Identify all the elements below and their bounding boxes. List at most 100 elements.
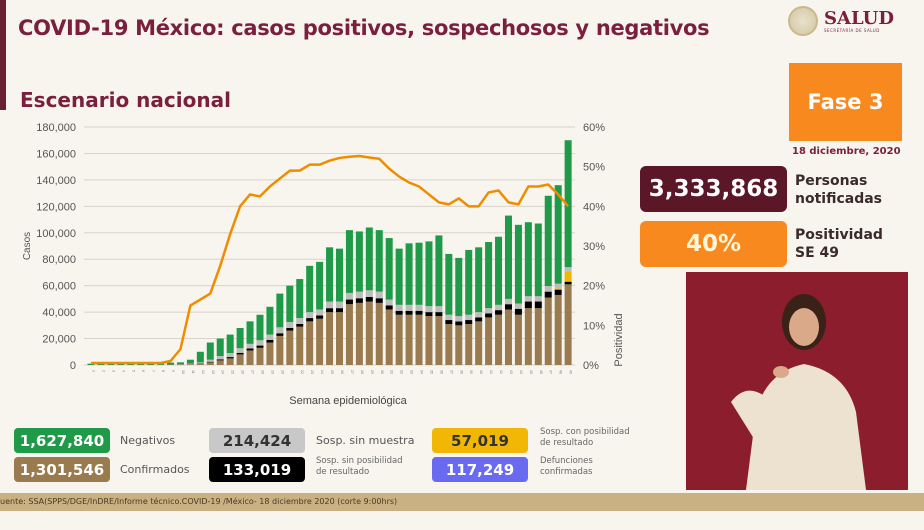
bar-segment-sosp-sin-muestra xyxy=(465,314,473,321)
bar-segment-sosp-sin-muestra xyxy=(524,296,532,302)
bar-segment-sosp-sin-posibilidad-de-resultado xyxy=(544,291,552,298)
bar-segment-negativos xyxy=(226,334,234,354)
x-tick-label: 31 xyxy=(390,370,394,374)
bar-segment-negativos xyxy=(236,327,244,349)
y2-tick-label: 20% xyxy=(583,281,605,293)
bar-segment-negativos xyxy=(485,242,493,309)
kpi-label: Personas xyxy=(795,173,868,189)
bar-segment-negativos xyxy=(465,249,473,315)
bar-segment-confirmados xyxy=(246,350,254,365)
bar-segment-confirmados xyxy=(306,321,314,365)
bar-segment-confirmados xyxy=(345,304,353,365)
x-tick-label: 17 xyxy=(251,370,255,374)
bar-segment-negativos xyxy=(296,279,304,319)
bar-segment-negativos xyxy=(216,338,224,357)
bar-segment-sosp-sin-muestra xyxy=(554,283,562,289)
bar-segment-sosp-sin-muestra xyxy=(395,304,403,311)
bar-segment-negativos xyxy=(405,243,413,305)
x-tick-label: 2 xyxy=(101,370,105,372)
bar-segment-negativos xyxy=(326,247,334,302)
bar-segment-negativos xyxy=(564,140,572,268)
bar-segment-sosp-sin-posibilidad-de-resultado xyxy=(524,301,532,309)
bar-segment-negativos xyxy=(246,321,254,344)
x-tick-label: 37 xyxy=(449,370,453,374)
bar-segment-confirmados xyxy=(196,363,204,365)
bar-segment-confirmados xyxy=(495,314,503,365)
bar-segment-negativos xyxy=(385,238,393,300)
bar-segment-sosp-sin-muestra xyxy=(306,312,314,319)
bar-segment-sosp-sin-posibilidad-de-resultado xyxy=(554,289,562,295)
bar-segment-sosp-sin-muestra xyxy=(345,292,353,300)
mexico-seal-icon xyxy=(788,6,818,36)
bar-segment-negativos xyxy=(544,195,552,287)
bar-segment-negativos xyxy=(87,363,95,365)
legend-label-line: Sosp. con posibilidad xyxy=(540,427,630,437)
bar-segment-negativos xyxy=(345,230,353,293)
bar-segment-sosp-sin-muestra xyxy=(236,348,244,353)
x-tick-label: 10 xyxy=(181,370,185,374)
bar-segment-sosp-sin-posibilidad-de-resultado xyxy=(534,301,542,309)
bar-segment-negativos xyxy=(445,253,453,315)
x-tick-label: 44 xyxy=(519,370,523,374)
bar-segment-sosp-sin-muestra xyxy=(455,316,463,322)
bar-segment-sosp-sin-muestra xyxy=(326,301,334,309)
bar-segment-confirmados xyxy=(534,308,542,365)
x-tick-label: 32 xyxy=(400,370,404,374)
bar-segment-confirmados xyxy=(336,312,343,365)
x-tick-label: 9 xyxy=(171,370,175,372)
bar-segment-sosp-sin-posibilidad-de-resultado xyxy=(226,357,234,359)
bar-segment-confirmados xyxy=(445,324,453,365)
bar-segment-negativos xyxy=(375,230,383,292)
legend-label-line: Sosp. sin posibilidad xyxy=(316,456,403,466)
positivity-line xyxy=(91,154,570,365)
y2-tick-label: 50% xyxy=(583,162,605,174)
bar-segment-sosp-sin-posibilidad-de-resultado xyxy=(445,320,453,325)
bar-segment-negativos xyxy=(256,314,264,341)
y-tick-label: 120,000 xyxy=(36,201,76,213)
salud-logo: SALUD SECRETARÍA DE SALUD xyxy=(788,6,894,36)
x-tick-label: 8 xyxy=(161,370,165,372)
bar-segment-sosp-sin-posibilidad-de-resultado xyxy=(495,310,503,315)
bar-segment-sosp-sin-posibilidad-de-resultado xyxy=(276,333,284,336)
bar-segment-sosp-sin-muestra xyxy=(246,343,254,349)
bar-segment-sosp-sin-posibilidad-de-resultado xyxy=(216,359,224,361)
y-tick-label: 0 xyxy=(70,360,76,372)
legend-label-line: Defunciones xyxy=(540,456,593,466)
y2-tick-label: 10% xyxy=(583,320,605,332)
x-tick-label: 20 xyxy=(280,370,284,374)
left-accent-bar xyxy=(0,0,6,110)
x-tick-label: 49 xyxy=(569,370,573,374)
bar-segment-confirmados xyxy=(206,362,214,365)
bar-segment-sosp-sin-posibilidad-de-resultado xyxy=(246,348,254,351)
legend-defunciones-label: Defunciones confirmadas xyxy=(540,456,593,478)
bar-segment-sosp-sin-posibilidad-de-resultado xyxy=(475,317,483,322)
bar-segment-negativos xyxy=(455,257,463,317)
bar-segment-sosp-sin-posibilidad-de-resultado xyxy=(326,308,334,313)
legend-label-line: de resultado xyxy=(316,467,370,477)
bar-segment-negativos xyxy=(266,306,274,335)
legend-label-line: confirmadas xyxy=(540,467,593,477)
x-tick-label: 34 xyxy=(420,370,424,374)
legend-defunciones-value: 117,249 xyxy=(432,457,528,482)
x-tick-label: 14 xyxy=(221,370,225,374)
legend-con-posibilidad-label: Sosp. con posibilidad de resultado xyxy=(540,427,630,449)
bar-segment-sosp-sin-posibilidad-de-resultado xyxy=(355,298,363,303)
cases-chart: 0 20,000 40,000 60,000 80,000 100,000 120,000 1… xyxy=(22,122,625,407)
x-tick-label: 42 xyxy=(499,370,503,374)
positivity-value: 40% xyxy=(640,221,787,267)
bar-segment-sosp-sin-posibilidad-de-resultado xyxy=(365,296,373,302)
y-axis-label: Casos xyxy=(22,232,33,260)
bar-segment-sosp-sin-posibilidad-de-resultado xyxy=(206,361,214,363)
bar-segment-sosp-sin-muestra xyxy=(276,327,284,334)
bar-segment-sosp-sin-muestra xyxy=(206,359,214,362)
x-tick-label: 1 xyxy=(92,370,96,372)
bar-segment-sosp-sin-muestra xyxy=(266,334,274,340)
bar-segment-sosp-sin-muestra xyxy=(495,304,503,311)
bar-segment-confirmados xyxy=(176,364,184,365)
bar-segment-confirmados xyxy=(564,284,572,365)
bar-segment-negativos xyxy=(514,224,522,304)
bar-segment-sosp-sin-muestra xyxy=(355,291,363,299)
legend-confirmados-value: 1,301,546 xyxy=(14,457,110,482)
kpi-label: Positividad xyxy=(795,227,883,243)
bar-segment-sosp-sin-posibilidad-de-resultado xyxy=(405,310,413,315)
